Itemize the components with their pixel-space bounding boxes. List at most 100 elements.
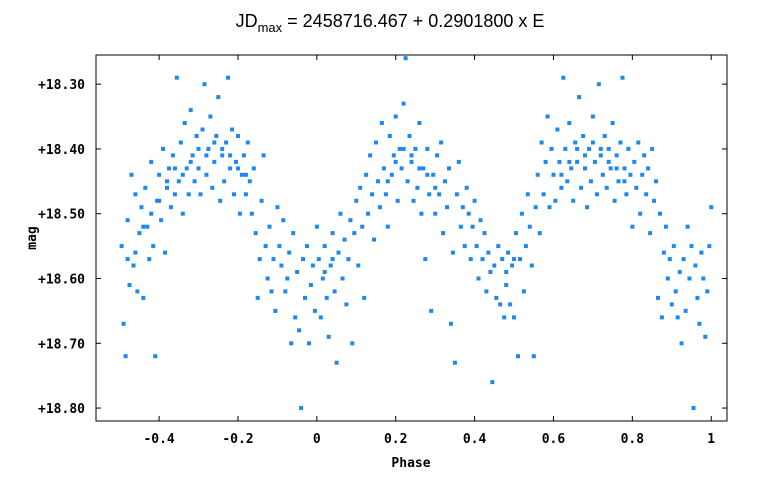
data-point xyxy=(498,302,503,307)
data-point xyxy=(610,121,615,125)
data-point xyxy=(279,263,284,268)
data-point xyxy=(141,224,146,229)
data-point xyxy=(476,276,481,281)
data-point xyxy=(612,198,617,203)
data-point xyxy=(525,192,530,197)
data-point xyxy=(407,134,412,138)
data-point xyxy=(490,380,495,385)
data-point xyxy=(689,244,694,249)
data-point xyxy=(135,289,140,294)
data-point xyxy=(172,166,177,171)
data-point xyxy=(123,354,128,359)
data-point xyxy=(423,257,428,262)
data-point xyxy=(671,244,676,249)
data-point xyxy=(523,244,528,249)
data-point xyxy=(362,295,367,300)
data-point xyxy=(368,153,373,158)
data-point xyxy=(133,192,138,197)
data-point xyxy=(518,257,522,262)
data-point xyxy=(340,276,345,281)
data-point xyxy=(454,192,459,197)
data-point xyxy=(579,185,584,190)
data-point xyxy=(496,244,501,249)
data-point xyxy=(305,244,309,249)
data-point xyxy=(334,360,339,365)
data-point xyxy=(620,75,625,80)
data-point xyxy=(196,166,201,171)
data-point xyxy=(370,192,375,197)
data-point xyxy=(307,341,311,346)
data-point xyxy=(366,211,371,216)
data-point xyxy=(594,192,599,197)
data-point xyxy=(383,192,388,197)
data-point xyxy=(299,406,304,410)
data-point xyxy=(624,192,629,197)
data-point xyxy=(342,237,347,242)
data-point xyxy=(474,244,479,249)
data-point xyxy=(592,159,597,164)
data-point xyxy=(466,211,471,216)
data-point xyxy=(381,166,386,171)
data-point xyxy=(571,198,576,203)
data-point xyxy=(480,257,485,262)
data-point xyxy=(458,224,463,229)
data-point xyxy=(336,250,341,255)
data-point xyxy=(575,146,580,151)
data-point xyxy=(241,153,246,158)
data-point xyxy=(374,140,378,145)
data-point xyxy=(161,146,165,151)
data-point xyxy=(348,218,353,223)
data-point xyxy=(598,153,603,158)
data-point xyxy=(125,257,130,262)
data-point xyxy=(492,263,497,268)
data-point xyxy=(391,153,396,158)
x-tick-label: 0.6 xyxy=(542,432,566,447)
data-point xyxy=(585,205,589,210)
data-point xyxy=(255,295,260,300)
data-point xyxy=(588,179,593,184)
data-point xyxy=(165,179,169,184)
data-point xyxy=(210,185,215,190)
data-point xyxy=(437,192,442,197)
data-point xyxy=(172,192,177,197)
data-point xyxy=(462,244,467,249)
data-point xyxy=(606,146,611,151)
data-point xyxy=(167,166,171,171)
data-point xyxy=(695,295,700,300)
data-point xyxy=(450,250,455,255)
data-point xyxy=(419,211,424,216)
data-point xyxy=(151,244,156,249)
data-point xyxy=(245,140,250,145)
data-point xyxy=(314,224,319,229)
data-point xyxy=(691,406,696,410)
data-point xyxy=(539,140,544,145)
y-tick-label: +18.50 xyxy=(38,208,85,223)
data-point xyxy=(133,250,138,255)
data-point xyxy=(220,146,225,151)
data-point xyxy=(360,224,365,229)
data-point xyxy=(573,140,578,145)
data-point xyxy=(500,257,505,262)
data-point xyxy=(519,211,524,216)
data-point xyxy=(372,237,376,242)
data-point xyxy=(425,146,430,151)
data-point xyxy=(145,224,150,229)
data-point xyxy=(147,257,152,262)
data-point xyxy=(239,172,244,177)
data-point xyxy=(208,114,213,119)
data-point xyxy=(403,56,408,61)
data-point xyxy=(409,159,414,164)
data-point xyxy=(163,250,167,255)
data-point xyxy=(143,185,148,190)
data-point xyxy=(190,153,195,158)
data-point xyxy=(178,140,183,145)
data-point xyxy=(198,192,203,197)
data-point xyxy=(512,315,516,320)
plot-frame xyxy=(95,54,728,422)
data-point xyxy=(646,166,651,171)
data-point xyxy=(652,198,656,203)
data-point xyxy=(569,166,574,171)
data-point xyxy=(529,263,534,268)
data-point xyxy=(385,224,390,229)
data-point xyxy=(184,166,189,171)
